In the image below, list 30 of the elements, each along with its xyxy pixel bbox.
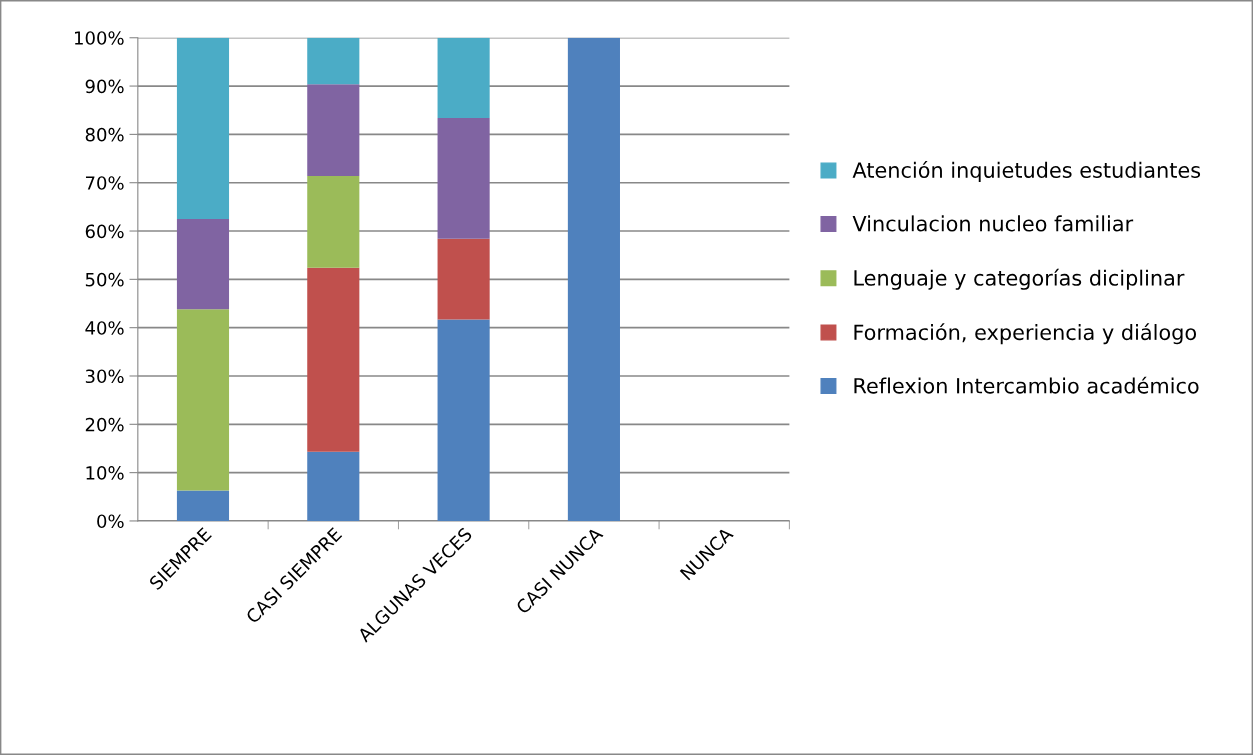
legend-label: Vinculacion nucleo familiar: [852, 215, 1134, 232]
bar: [307, 267, 360, 452]
y-tick-label: 60%: [85, 224, 124, 239]
bar: [437, 37, 490, 118]
bar: [307, 451, 360, 521]
y-tick-label: 20%: [85, 417, 124, 432]
bar: [307, 175, 360, 268]
bar: [437, 117, 490, 239]
bar: [437, 319, 490, 521]
bar: [176, 309, 230, 491]
bar: [437, 238, 490, 320]
y-tick-label: 50%: [85, 272, 124, 287]
y-tick-label: 70%: [85, 176, 124, 190]
y-tick-label: 80%: [85, 127, 124, 142]
legend-label: Formación, experiencia y diálogo: [854, 323, 1197, 345]
bar: [307, 37, 360, 85]
bar: [176, 218, 230, 310]
y-tick-label: 0%: [97, 514, 124, 529]
bar: [307, 84, 360, 176]
legend-label: Lenguaje y categorías diciplinar: [854, 268, 1185, 290]
bar: [176, 37, 230, 219]
bar: [567, 37, 620, 521]
legend-label: Reflexion Intercambio académico: [854, 376, 1199, 394]
legend-label: Atención inquietudes estudiantes: [852, 161, 1201, 183]
y-tick-label: 100%: [75, 31, 124, 45]
bar: [176, 490, 230, 521]
y-tick-label: 40%: [85, 321, 124, 335]
y-tick-label: 90%: [85, 79, 124, 94]
y-tick-label: 30%: [85, 369, 124, 384]
y-tick-label: 10%: [86, 466, 124, 480]
